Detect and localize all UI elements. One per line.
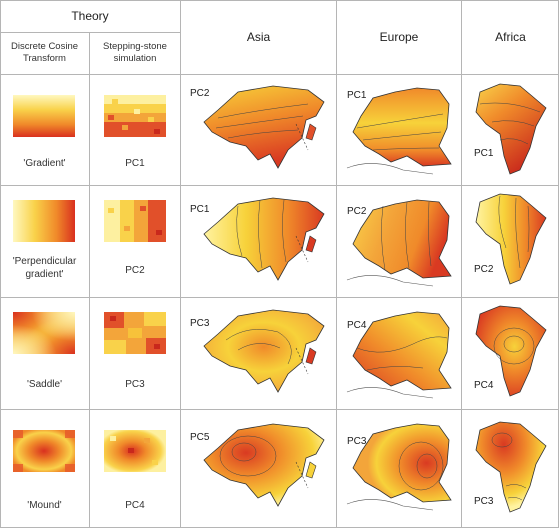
theory-header: Theory xyxy=(71,9,109,23)
europe-map xyxy=(346,87,452,175)
simulation-label: PC1 xyxy=(125,158,145,169)
dct-saddle-thumbnail xyxy=(13,312,75,354)
asia-map xyxy=(203,197,325,281)
dct-gradient-thumbnail xyxy=(13,95,75,137)
africa-map xyxy=(475,421,547,513)
pattern-label: 'Mound' xyxy=(27,500,62,511)
theory-rule xyxy=(0,32,180,33)
asia-map xyxy=(203,423,325,507)
europe-pc-label: PC3 xyxy=(347,436,367,447)
simulation-thumbnail xyxy=(104,430,166,472)
africa-pc-label: PC2 xyxy=(474,264,494,275)
pattern-label: 'Perpendicular gradient' xyxy=(12,256,77,280)
col-rule-4 xyxy=(461,0,462,528)
asia-pc-label: PC1 xyxy=(190,204,210,215)
europe-map xyxy=(346,423,452,511)
pattern-label: 'Gradient' xyxy=(23,158,66,169)
simulation-label: PC2 xyxy=(125,265,145,276)
row-rule-2 xyxy=(0,297,559,298)
sss-header: Stepping-stone simulation xyxy=(103,41,167,64)
header-rule xyxy=(0,74,559,75)
simulation-thumbnail xyxy=(104,312,166,354)
africa-header: Africa xyxy=(495,30,526,44)
col-rule-3 xyxy=(336,0,337,528)
dct-perpendicular-gradient-thumbnail xyxy=(13,200,75,242)
asia-pc-label: PC3 xyxy=(190,318,210,329)
dct-mound-thumbnail xyxy=(13,430,75,472)
simulation-thumbnail xyxy=(104,200,166,242)
dct-header: Discrete Cosine Transform xyxy=(10,41,79,64)
frame-left xyxy=(0,0,1,528)
africa-map xyxy=(475,83,547,175)
simulation-label: PC4 xyxy=(125,500,145,511)
pattern-label: 'Saddle' xyxy=(27,379,62,390)
africa-map xyxy=(475,305,547,397)
africa-pc-label: PC1 xyxy=(474,148,494,159)
asia-pc-label: PC5 xyxy=(190,432,210,443)
europe-pc-label: PC4 xyxy=(347,320,367,331)
simulation-label: PC3 xyxy=(125,379,145,390)
row-rule-1 xyxy=(0,185,559,186)
asia-map xyxy=(203,85,325,169)
asia-header: Asia xyxy=(246,30,271,44)
europe-pc-label: PC1 xyxy=(347,90,367,101)
simulation-thumbnail xyxy=(104,95,166,137)
asia-pc-label: PC2 xyxy=(190,88,210,99)
asia-map xyxy=(203,309,325,393)
europe-map xyxy=(346,199,452,287)
europe-map xyxy=(346,311,452,399)
row-rule-3 xyxy=(0,409,559,410)
africa-pc-label: PC4 xyxy=(474,380,494,391)
col-rule-1 xyxy=(89,33,90,528)
africa-map xyxy=(475,193,547,285)
europe-header: Europe xyxy=(379,30,419,44)
col-rule-2 xyxy=(180,0,181,528)
europe-pc-label: PC2 xyxy=(347,206,367,217)
africa-pc-label: PC3 xyxy=(474,496,494,507)
frame-top xyxy=(0,0,559,1)
